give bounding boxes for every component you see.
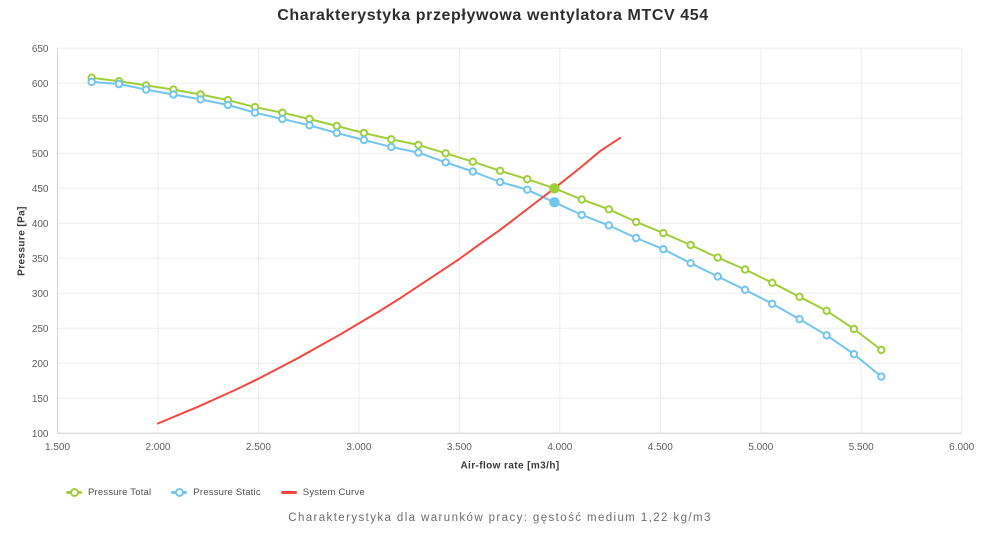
pressure-static-point-marker: [740, 285, 750, 294]
pressure-total-marker-icon: [66, 488, 82, 498]
x-tick-label: 4.500: [648, 442, 673, 453]
x-tick-label: 2.500: [246, 442, 271, 453]
y-tick-label: 100: [32, 429, 49, 440]
pressure-static-point-marker: [141, 85, 151, 94]
pressure-total-point-marker: [577, 195, 586, 204]
y-tick-label: 150: [32, 394, 49, 405]
y-tick-label: 550: [32, 114, 49, 125]
y-tick-label: 500: [32, 149, 49, 160]
pressure-static-point-marker: [713, 272, 722, 281]
pressure-total-point-marker: [359, 128, 369, 138]
pressure-total-point-marker: [877, 345, 886, 355]
pressure-static-point-marker: [795, 315, 804, 324]
x-tick-label: 3.000: [346, 442, 371, 453]
pressure-static-point-marker: [441, 158, 450, 167]
y-tick-label: 350: [32, 254, 49, 265]
chart-subtitle: Charakterystyka dla warunków pracy: gęst…: [288, 512, 712, 524]
pressure-total-point-marker: [713, 253, 722, 262]
legend-label: Pressure Static: [193, 487, 261, 498]
pressure-static-point-marker: [114, 79, 124, 89]
series-system-curve-line: [156, 136, 622, 425]
pressure-total-point-marker: [631, 217, 641, 227]
y-tick-label: 650: [32, 44, 49, 55]
pressure-total-point-marker: [768, 278, 777, 287]
pressure-static-point-marker: [359, 135, 369, 145]
pressure-total-point-marker: [523, 175, 532, 184]
legend-ring-icon: [174, 488, 184, 497]
series-pressure-total-line: [90, 76, 883, 351]
pressure-static-point-marker: [196, 95, 205, 104]
x-tick-label: 2.000: [145, 442, 170, 453]
legend-item-system-curve[interactable]: System Curve: [280, 487, 365, 498]
x-tick-label: 4.000: [547, 442, 572, 453]
chart-title: Charakterystyka przepływowa wentylatora …: [277, 7, 709, 24]
pressure-static-point-marker: [877, 372, 886, 381]
y-tick-label: 300: [32, 289, 49, 300]
operating-point-total: [549, 183, 560, 194]
pressure-static-point-marker: [822, 331, 831, 340]
pressure-total-point-marker: [495, 166, 505, 176]
legend-item-pressure-total[interactable]: Pressure Total: [66, 487, 151, 498]
pressure-static-point-marker: [332, 128, 341, 138]
pressure-static-point-marker: [631, 233, 641, 243]
pressure-static-point-marker: [250, 108, 260, 117]
pressure-static-point-marker: [169, 90, 178, 99]
pressure-static-point-marker: [849, 350, 859, 359]
x-tick-label: 5.500: [849, 442, 874, 453]
pressure-total-point-marker: [387, 135, 396, 144]
pressure-total-point-marker: [332, 121, 341, 131]
legend-label: Pressure Total: [88, 487, 152, 498]
y-tick-label: 600: [32, 79, 49, 90]
pressure-static-point-marker: [87, 77, 96, 87]
legend-item-pressure-static[interactable]: Pressure Static: [171, 487, 261, 498]
pressure-total-point-marker: [604, 205, 614, 214]
x-tick-label: 1.500: [45, 442, 70, 453]
x-tick-label: 5.000: [748, 442, 773, 453]
pressure-static-point-marker: [414, 148, 423, 157]
pressure-static-point-marker: [768, 299, 777, 308]
system-curve-marker-icon: [280, 488, 297, 498]
legend-line-icon: [280, 491, 297, 494]
y-tick-label: 450: [32, 184, 49, 195]
pressure-total-point-marker: [795, 292, 804, 301]
pressure-total-point-marker: [822, 306, 831, 315]
pressure-total-point-marker: [740, 265, 750, 274]
series-pressure-static-line: [90, 80, 883, 378]
chart-legend: Pressure Total Pressure Static System Cu…: [66, 487, 365, 498]
y-tick-label: 250: [32, 324, 49, 335]
pressure-static-point-marker: [495, 177, 505, 187]
operating-point-static: [549, 197, 560, 208]
legend-ring-icon: [69, 488, 79, 497]
pressure-total-point-marker: [659, 228, 668, 238]
pressure-static-point-marker: [468, 167, 478, 176]
pressure-static-point-marker: [305, 121, 314, 130]
pressure-total-point-marker: [686, 240, 695, 250]
pressure-static-point-marker: [686, 259, 695, 268]
pressure-total-point-marker: [414, 140, 423, 150]
pressure-static-point-marker: [278, 114, 287, 124]
pressure-static-point-marker: [523, 185, 532, 194]
pressure-static-point-marker: [387, 142, 396, 152]
pressure-static-point-marker: [577, 210, 586, 220]
y-axis-title: Pressure [Pa]: [16, 206, 28, 276]
pressure-total-point-marker: [441, 149, 450, 158]
pressure-total-point-marker: [468, 157, 478, 166]
pressure-static-point-marker: [223, 100, 233, 110]
y-tick-label: 400: [32, 219, 49, 230]
x-tick-label: 6.000: [949, 442, 974, 453]
pressure-static-point-marker: [659, 245, 668, 254]
pressure-total-point-marker: [849, 324, 859, 334]
legend-label: System Curve: [302, 487, 365, 498]
y-tick-label: 200: [32, 359, 49, 370]
x-axis-title: Air-flow rate [m3/h]: [460, 460, 560, 472]
x-tick-label: 3.500: [447, 442, 472, 453]
pressure-static-marker-icon: [171, 488, 188, 498]
pressure-static-point-marker: [604, 221, 614, 230]
